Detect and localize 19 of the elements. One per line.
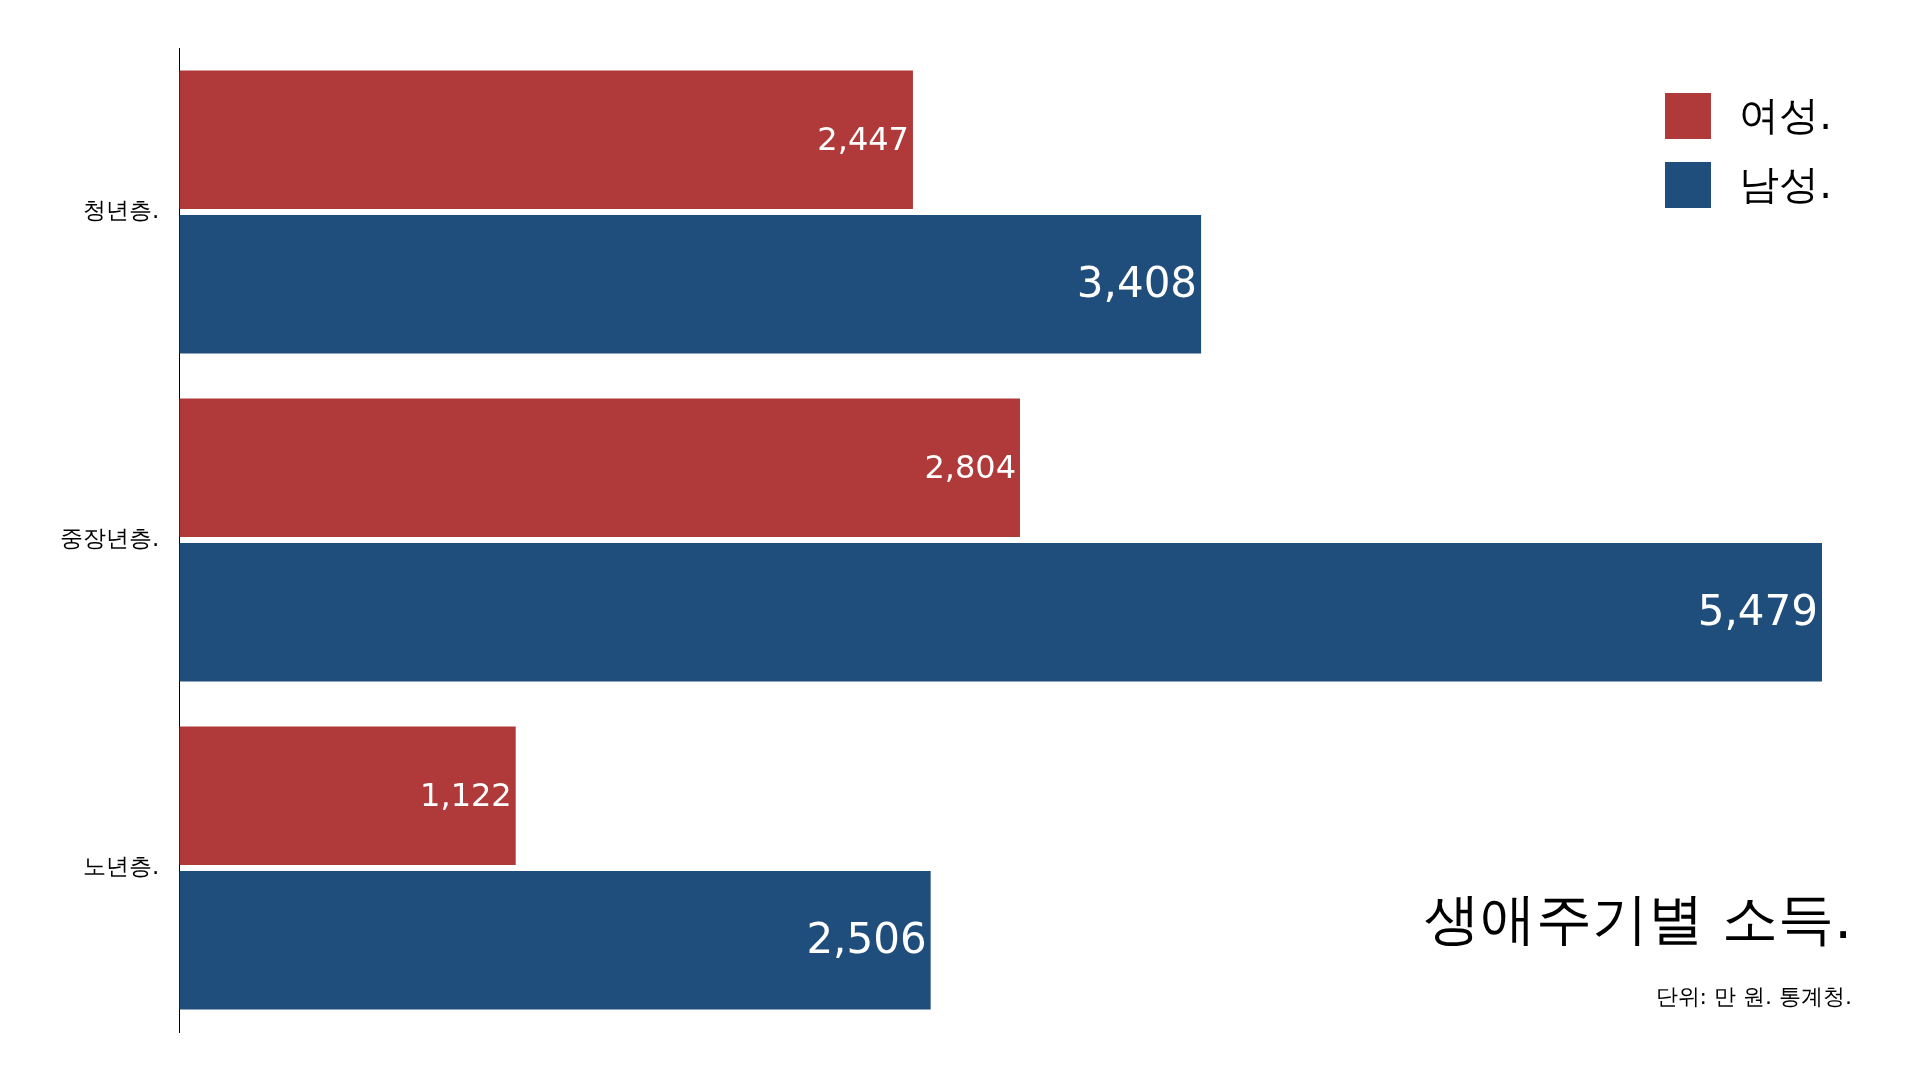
bar bbox=[179, 70, 913, 210]
y-tick-label: 노년층. bbox=[83, 852, 160, 879]
data-label: 2,506 bbox=[806, 914, 927, 964]
bar bbox=[179, 398, 1020, 538]
data-label: 3,408 bbox=[1076, 258, 1198, 308]
legend-label: 남성. bbox=[1739, 160, 1832, 209]
data-label: 5,479 bbox=[1697, 586, 1818, 636]
y-tick-label: 중장년층. bbox=[60, 524, 160, 551]
data-label: 1,122 bbox=[420, 776, 512, 815]
legend-label: 여성. bbox=[1739, 91, 1832, 140]
bar bbox=[179, 214, 1202, 354]
bar bbox=[179, 726, 516, 866]
data-label: 2,447 bbox=[817, 120, 909, 159]
text: 생애주기별 소득. bbox=[1424, 885, 1852, 953]
y-tick-label: 청년층. bbox=[83, 196, 160, 223]
data-label: 2,804 bbox=[924, 448, 1016, 487]
bar bbox=[179, 542, 1822, 682]
bar bbox=[179, 870, 931, 1010]
annotation: 단위: 만 원. 통계청. bbox=[1654, 983, 1852, 1011]
